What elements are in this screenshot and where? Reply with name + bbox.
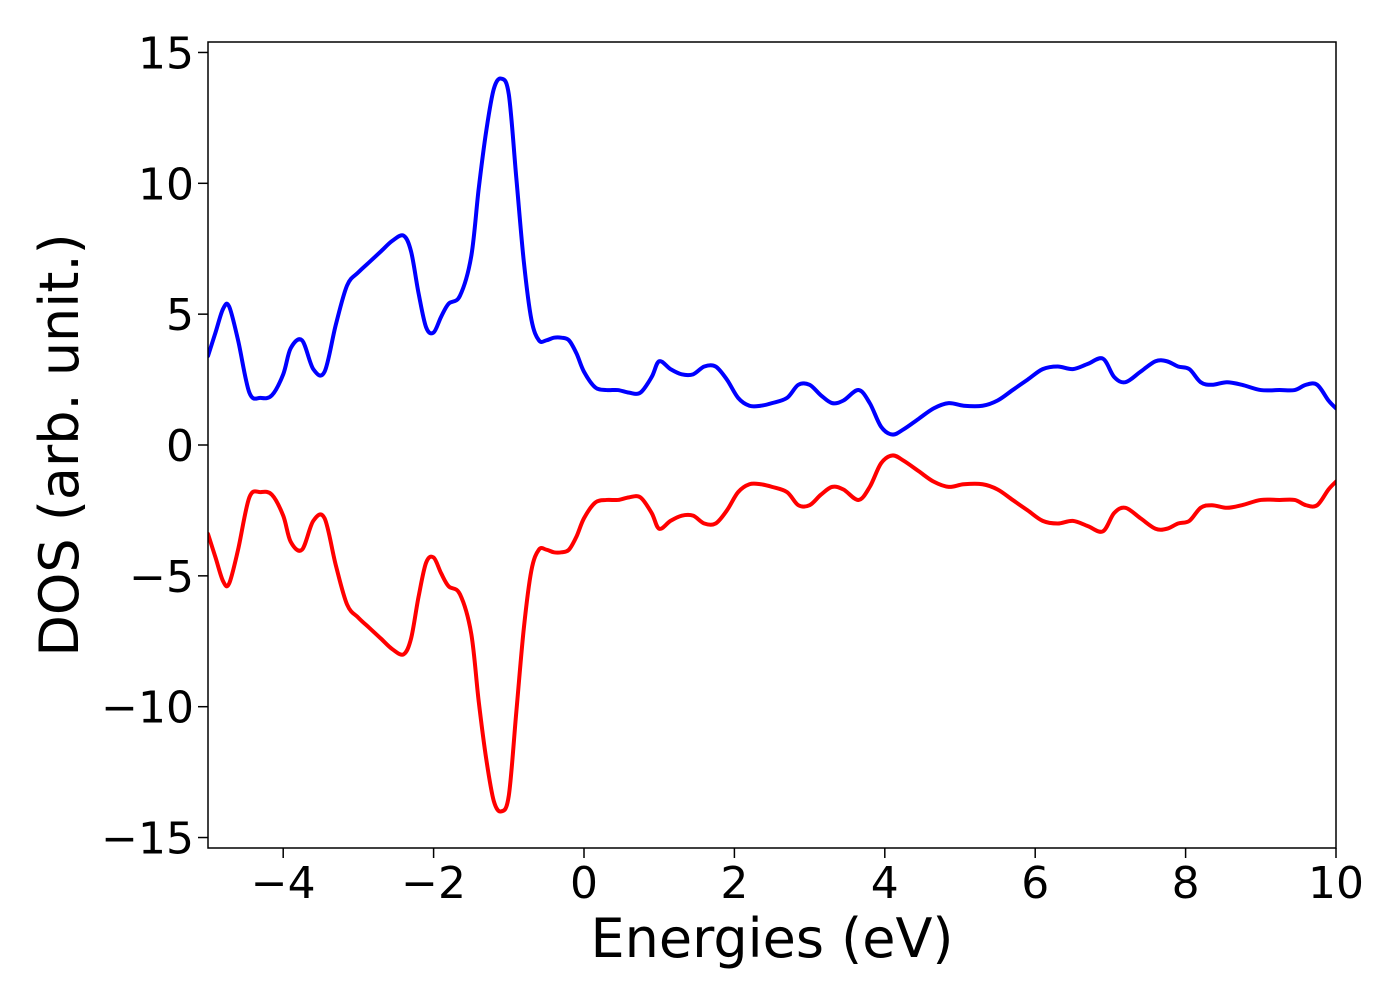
plot-frame xyxy=(207,41,1337,849)
x-tick-label: 10 xyxy=(1308,858,1364,909)
y-tick-label: 5 xyxy=(166,290,194,341)
x-axis: −4 −2 0 2 4 6 8 10 xyxy=(251,848,1364,909)
x-axis-title: Energies (eV) xyxy=(591,907,954,970)
series-layer xyxy=(208,76,1336,814)
y-tick-label: 15 xyxy=(138,28,194,79)
y-axis-title: DOS (arb. unit.) xyxy=(28,233,91,656)
y-tick-label: −5 xyxy=(129,552,194,603)
x-tick-label: −2 xyxy=(401,858,466,909)
y-tick-label: 10 xyxy=(138,159,194,210)
y-tick-label: 0 xyxy=(166,421,194,472)
plot-area xyxy=(207,41,1337,849)
x-tick-label: 6 xyxy=(1021,858,1049,909)
y-tick-label: −10 xyxy=(101,683,194,734)
y-tick-label: −15 xyxy=(101,814,194,865)
x-tick-label: 0 xyxy=(570,858,598,909)
series-line-2 xyxy=(208,453,1336,814)
y-axis: 15 10 5 0 −5 −10 −15 xyxy=(101,28,208,865)
x-tick-label: −4 xyxy=(251,858,316,909)
x-tick-label: 4 xyxy=(871,858,899,909)
series-line-1 xyxy=(208,76,1336,437)
x-tick-label: 8 xyxy=(1172,858,1200,909)
x-tick-label: 2 xyxy=(720,858,748,909)
